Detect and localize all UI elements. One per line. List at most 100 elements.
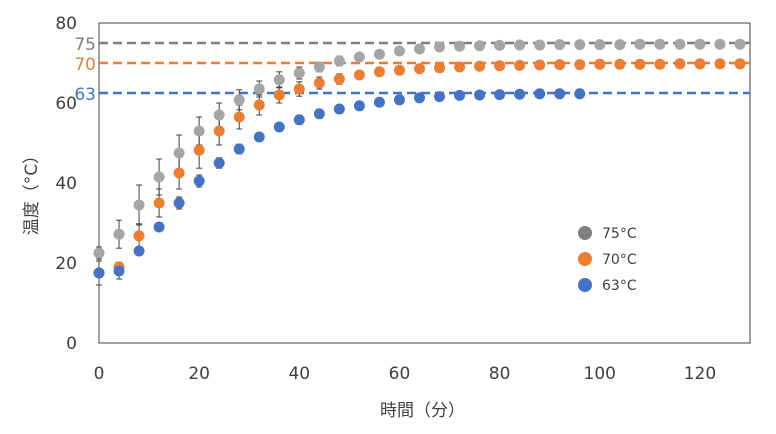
data-point-70c bbox=[233, 111, 245, 123]
data-point-63c bbox=[474, 89, 486, 101]
data-point-75c bbox=[474, 40, 486, 52]
data-point-75c bbox=[594, 39, 606, 51]
data-point-75c bbox=[93, 247, 105, 259]
data-point-63c bbox=[554, 88, 566, 100]
legend-marker bbox=[578, 226, 592, 240]
data-point-63c bbox=[494, 89, 506, 101]
data-point-75c bbox=[353, 51, 365, 63]
data-point-63c bbox=[113, 265, 125, 277]
data-point-63c bbox=[133, 245, 145, 257]
plot-frame bbox=[98, 22, 751, 344]
data-point-75c bbox=[393, 45, 405, 57]
legend-label: 70°C bbox=[602, 252, 637, 268]
data-point-75c bbox=[333, 55, 345, 67]
data-point-70c bbox=[273, 89, 285, 101]
legend-label: 75°C bbox=[602, 226, 637, 242]
data-point-63c bbox=[333, 103, 345, 115]
data-point-75c bbox=[253, 83, 265, 95]
y-tick-label: 40 bbox=[55, 174, 77, 194]
data-point-75c bbox=[734, 38, 746, 50]
data-point-75c bbox=[714, 38, 726, 50]
data-point-75c bbox=[133, 199, 145, 211]
x-axis-title: 時間（分） bbox=[380, 401, 465, 421]
data-point-63c bbox=[393, 94, 405, 106]
data-point-70c bbox=[313, 77, 325, 89]
data-point-63c bbox=[313, 108, 325, 120]
data-point-63c bbox=[233, 143, 245, 155]
data-point-63c bbox=[193, 175, 205, 187]
data-point-70c bbox=[714, 58, 726, 70]
data-point-75c bbox=[654, 38, 666, 50]
legend-marker bbox=[578, 278, 592, 292]
reference-label-75: 75 bbox=[74, 35, 96, 55]
data-point-75c bbox=[113, 228, 125, 240]
data-point-75c bbox=[233, 94, 245, 106]
data-point-70c bbox=[293, 83, 305, 95]
data-point-63c bbox=[173, 197, 185, 209]
data-point-70c bbox=[413, 63, 425, 75]
x-tick-label: 40 bbox=[288, 364, 310, 384]
data-point-70c bbox=[454, 61, 466, 73]
data-point-75c bbox=[534, 39, 546, 51]
legend-marker bbox=[578, 252, 592, 266]
data-point-70c bbox=[153, 197, 165, 209]
data-point-63c bbox=[434, 91, 446, 103]
y-tick-label: 20 bbox=[55, 254, 77, 274]
data-point-70c bbox=[554, 59, 566, 71]
x-tick-label: 80 bbox=[489, 364, 511, 384]
data-point-75c bbox=[614, 39, 626, 51]
data-point-63c bbox=[93, 267, 105, 279]
data-point-70c bbox=[373, 66, 385, 78]
data-point-70c bbox=[634, 58, 646, 70]
y-tick-label: 60 bbox=[55, 94, 77, 114]
data-point-70c bbox=[193, 144, 205, 156]
x-tick-label: 100 bbox=[584, 364, 616, 384]
data-point-75c bbox=[293, 67, 305, 79]
legend-label: 63°C bbox=[602, 278, 637, 294]
x-tick-label: 120 bbox=[684, 364, 716, 384]
data-point-75c bbox=[413, 43, 425, 55]
data-point-75c bbox=[173, 147, 185, 159]
data-point-63c bbox=[353, 100, 365, 112]
data-point-70c bbox=[734, 58, 746, 70]
data-point-75c bbox=[674, 38, 686, 50]
data-point-70c bbox=[574, 59, 586, 71]
data-point-75c bbox=[634, 38, 646, 50]
data-point-70c bbox=[253, 99, 265, 111]
data-point-75c bbox=[313, 61, 325, 73]
data-point-75c bbox=[554, 39, 566, 51]
data-point-63c bbox=[413, 92, 425, 104]
data-point-70c bbox=[654, 58, 666, 70]
data-point-75c bbox=[494, 39, 506, 51]
reference-label-70: 70 bbox=[74, 55, 96, 75]
y-axis-title: 温度（°C） bbox=[22, 147, 42, 235]
y-tick-label: 80 bbox=[55, 14, 77, 34]
data-point-75c bbox=[273, 74, 285, 86]
data-point-75c bbox=[454, 40, 466, 52]
data-point-70c bbox=[173, 167, 185, 179]
data-point-63c bbox=[373, 96, 385, 108]
data-point-63c bbox=[273, 121, 285, 133]
data-point-70c bbox=[514, 59, 526, 71]
data-point-70c bbox=[333, 73, 345, 85]
data-point-70c bbox=[213, 125, 225, 137]
x-tick-label: 60 bbox=[389, 364, 411, 384]
data-point-63c bbox=[454, 89, 466, 101]
data-point-75c bbox=[574, 39, 586, 51]
data-point-70c bbox=[694, 58, 706, 70]
x-tick-label: 0 bbox=[94, 364, 105, 384]
data-point-63c bbox=[574, 88, 586, 100]
data-point-70c bbox=[393, 64, 405, 76]
data-point-70c bbox=[494, 60, 506, 72]
data-point-63c bbox=[534, 88, 546, 100]
data-point-75c bbox=[153, 171, 165, 183]
data-point-70c bbox=[434, 62, 446, 74]
data-point-70c bbox=[614, 58, 626, 70]
data-point-75c bbox=[193, 125, 205, 137]
data-point-75c bbox=[694, 38, 706, 50]
data-point-75c bbox=[434, 41, 446, 53]
data-point-63c bbox=[253, 131, 265, 143]
data-point-70c bbox=[594, 58, 606, 70]
